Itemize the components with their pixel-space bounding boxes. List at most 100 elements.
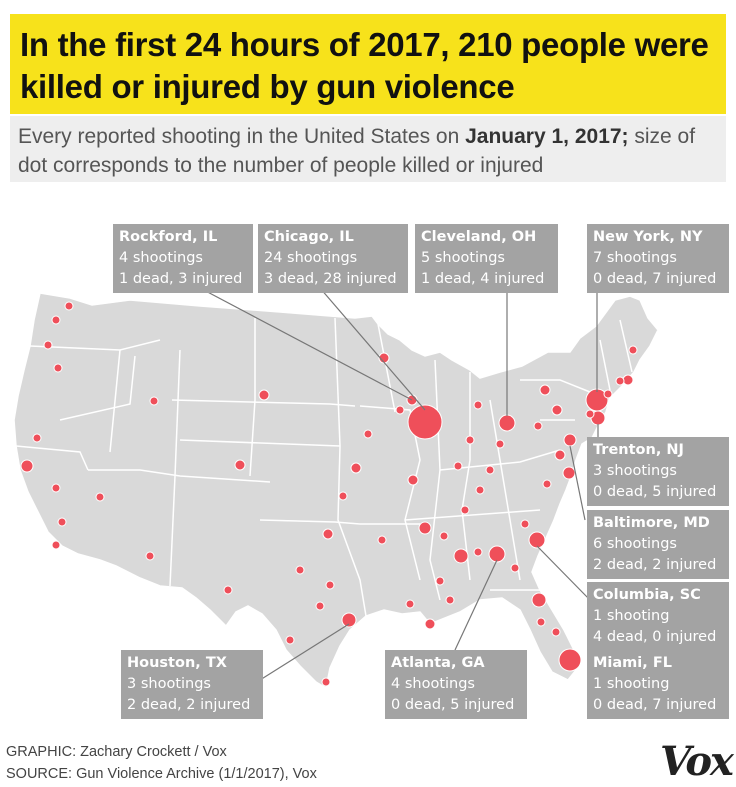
dot-fl2 xyxy=(551,627,561,637)
leader-baltimore xyxy=(569,445,586,521)
dot-tn2 xyxy=(439,531,449,541)
dot-or2 xyxy=(53,363,63,373)
dot-tx3 xyxy=(295,565,305,575)
dot-tx5 xyxy=(321,677,331,687)
dot-la xyxy=(424,618,436,630)
callout-city: Cleveland, OH xyxy=(421,229,537,245)
dot-or xyxy=(43,340,53,350)
dot-mo2 xyxy=(407,474,419,486)
callout-chicago: Chicago, IL 24 shootings 3 dead, 28 inju… xyxy=(258,224,408,293)
dot-baltimore xyxy=(563,433,577,447)
dot-ga2 xyxy=(510,563,520,573)
leader-atlanta xyxy=(454,559,498,651)
leader-columbia xyxy=(536,545,591,601)
dot-boston xyxy=(622,374,634,386)
callout-casualties: 1 dead, 4 injured xyxy=(421,271,545,287)
dot-me xyxy=(628,345,638,355)
callout-city: Baltimore, MD xyxy=(593,515,710,531)
dot-ca3 xyxy=(51,540,61,550)
callout-rockford: Rockford, IL 4 shootings 1 dead, 3 injur… xyxy=(113,224,253,293)
dot-houston xyxy=(341,612,357,628)
callout-city: Rockford, IL xyxy=(119,229,218,245)
callout-shootings: 1 shooting xyxy=(593,608,670,624)
callout-shootings: 4 shootings xyxy=(119,250,203,266)
leader-chicago xyxy=(319,287,426,411)
subtitle: Every reported shooting in the United St… xyxy=(10,116,726,182)
callout-shootings: 3 shootings xyxy=(127,676,211,692)
dot-miami xyxy=(558,648,582,672)
callout-casualties: 2 dead, 2 injured xyxy=(593,557,717,573)
subtitle-date: January 1, 2017; xyxy=(465,125,629,148)
dot-jackson xyxy=(453,548,469,564)
callout-new-york: New York, NY 7 shootings 0 dead, 7 injur… xyxy=(587,224,729,293)
callout-casualties: 0 dead, 7 injured xyxy=(593,271,717,287)
title-banner: In the first 24 hours of 2017, 210 peopl… xyxy=(10,14,726,114)
callout-leaders xyxy=(199,287,599,681)
dot-la3 xyxy=(405,599,415,609)
dot-buffalo xyxy=(539,384,551,396)
callout-city: Trenton, NJ xyxy=(593,442,684,458)
dot-oakland xyxy=(20,459,34,473)
dot-denver xyxy=(234,459,246,471)
dot-pa2 xyxy=(533,421,543,431)
dot-va xyxy=(542,479,552,489)
leader-houston xyxy=(259,623,350,681)
credits: GRAPHIC: Zachary Crockett / Vox SOURCE: … xyxy=(6,741,317,785)
source-credit: SOURCE: Gun Violence Archive (1/1/2017),… xyxy=(6,766,317,782)
callout-casualties: 0 dead, 7 injured xyxy=(593,697,717,713)
dot-atlanta xyxy=(488,545,506,563)
dot-dc xyxy=(554,449,566,461)
callout-casualties: 0 dead, 5 injured xyxy=(391,697,515,713)
callout-shootings: 5 shootings xyxy=(421,250,505,266)
dot-pa xyxy=(551,404,563,416)
dot-ok xyxy=(322,528,334,540)
dot-ia xyxy=(363,429,373,439)
callout-shootings: 1 shooting xyxy=(593,676,670,692)
callout-columbia: Columbia, SC 1 shooting 4 dead, 0 injure… xyxy=(587,582,729,651)
dot-nv xyxy=(95,492,105,502)
dot-sc2 xyxy=(520,519,530,529)
dot-az xyxy=(145,551,155,561)
vox-logo: Vox xyxy=(660,738,734,785)
dot-mi xyxy=(473,400,483,410)
dot-sacramento xyxy=(32,433,42,443)
dot-in2 xyxy=(465,435,475,445)
dot-wi xyxy=(395,405,405,415)
dot-ky xyxy=(475,485,485,495)
callout-city: Miami, FL xyxy=(593,655,672,671)
dot-rapid xyxy=(258,389,270,401)
callout-shootings: 7 shootings xyxy=(593,250,677,266)
callout-casualties: 4 dead, 0 injured xyxy=(593,629,717,645)
dot-nm xyxy=(223,585,233,595)
dot-ma2 xyxy=(615,376,625,386)
graphic-credit: GRAPHIC: Zachary Crockett / Vox xyxy=(6,744,227,760)
callout-shootings: 3 shootings xyxy=(593,463,677,479)
dot-tx2 xyxy=(325,580,335,590)
state-borders xyxy=(15,317,633,617)
callout-city: Chicago, IL xyxy=(264,229,354,245)
dot-ms xyxy=(445,595,455,605)
callout-atlanta: Atlanta, GA 4 shootings 0 dead, 5 injure… xyxy=(385,650,527,719)
callout-casualties: 1 dead, 3 injured xyxy=(119,271,243,287)
callout-miami: Miami, FL 1 shooting 0 dead, 7 injured xyxy=(587,650,729,719)
dot-tx1 xyxy=(315,601,325,611)
dot-la2 xyxy=(435,576,445,586)
subtitle-post: size of dot corresponds to the number of… xyxy=(18,125,696,177)
callout-city: Atlanta, GA xyxy=(391,655,485,671)
dot-oh1 xyxy=(485,465,495,475)
dot-chicago xyxy=(407,404,443,440)
page-title: In the first 24 hours of 2017, 210 peopl… xyxy=(20,26,709,105)
leader-rockford xyxy=(199,287,413,401)
dot-columbia xyxy=(528,531,546,549)
callout-trenton: Trenton, NJ 3 shootings 0 dead, 5 injure… xyxy=(587,437,729,506)
dot-ca1 xyxy=(51,483,61,493)
callout-cleveland: Cleveland, OH 5 shootings 1 dead, 4 inju… xyxy=(415,224,558,293)
shooting-dots xyxy=(20,301,638,687)
dot-cleveland xyxy=(498,414,516,432)
callout-casualties: 2 dead, 2 injured xyxy=(127,697,251,713)
dot-wa1 xyxy=(64,301,74,311)
callout-houston: Houston, TX 3 shootings 2 dead, 2 injure… xyxy=(121,650,263,719)
dot-fl1 xyxy=(531,592,547,608)
callout-casualties: 3 dead, 28 injured xyxy=(264,271,397,287)
